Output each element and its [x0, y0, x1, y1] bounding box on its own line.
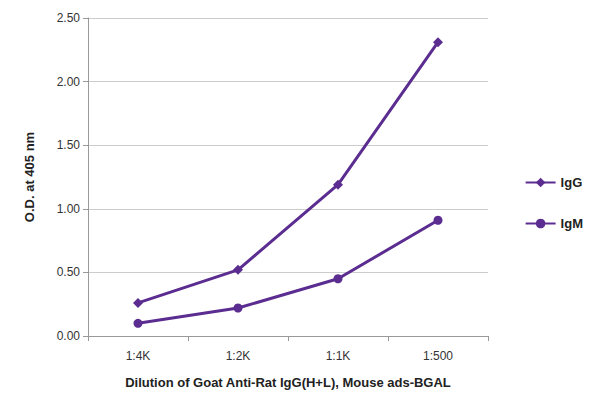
svg-text:0.50: 0.50	[57, 265, 81, 279]
svg-text:IgM: IgM	[561, 216, 583, 231]
svg-text:0.00: 0.00	[57, 329, 81, 343]
svg-text:1.00: 1.00	[57, 202, 81, 216]
svg-text:Dilution of Goat Anti-Rat IgG(: Dilution of Goat Anti-Rat IgG(H+L), Mous…	[125, 375, 451, 390]
svg-text:1:2K: 1:2K	[226, 349, 251, 363]
svg-text:2.50: 2.50	[57, 11, 81, 25]
svg-text:1:500: 1:500	[423, 349, 453, 363]
svg-text:O.D. at 405 nm: O.D. at 405 nm	[22, 132, 37, 222]
svg-text:2.00: 2.00	[57, 75, 81, 89]
svg-text:1.50: 1.50	[57, 138, 81, 152]
svg-text:1:4K: 1:4K	[126, 349, 151, 363]
svg-text:1:1K: 1:1K	[326, 349, 351, 363]
svg-text:IgG: IgG	[561, 175, 583, 190]
